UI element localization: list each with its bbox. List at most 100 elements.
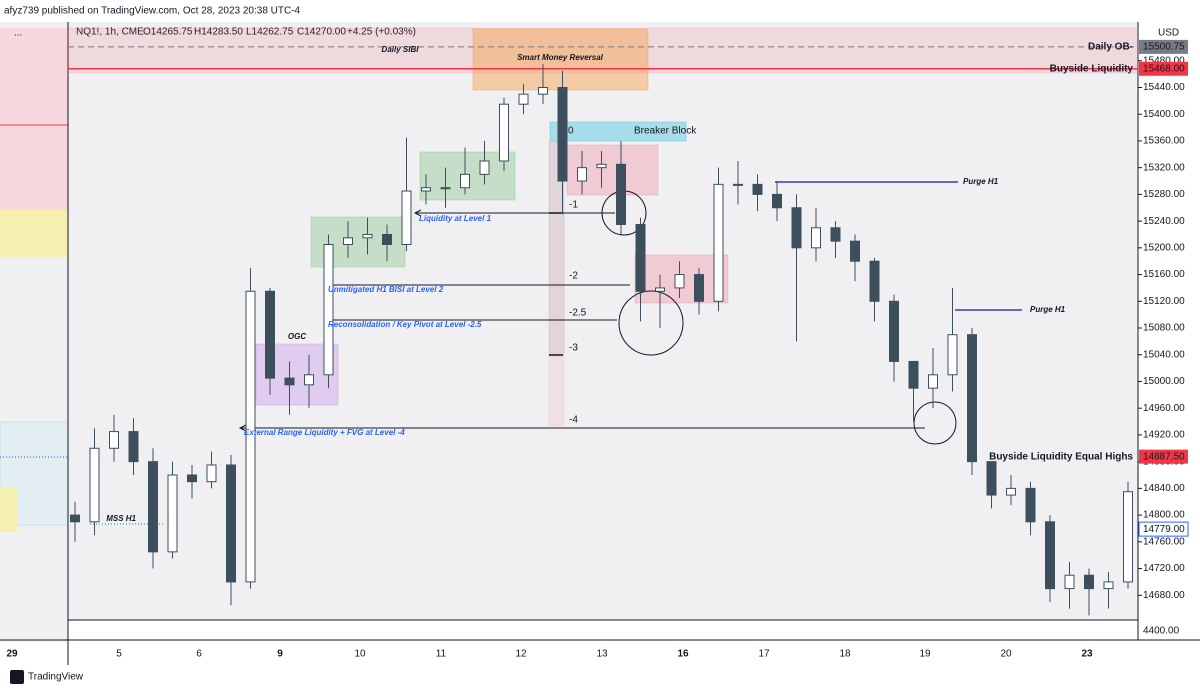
candle-body: [577, 167, 587, 182]
price-label-name: Buyside Liquidity Equal Highs: [989, 451, 1133, 462]
x-tick-label: 6: [196, 649, 202, 660]
candle-body: [518, 93, 529, 105]
annotation: Breaker Block: [634, 126, 697, 137]
candle-body: [772, 193, 782, 209]
y-tick-label: 15040.00: [1143, 349, 1185, 360]
annotation: OGC: [288, 332, 306, 341]
candle-body: [70, 514, 80, 523]
x-tick-label: 17: [758, 649, 770, 660]
y-tick-label: 15440.00: [1143, 82, 1185, 93]
candle-body: [304, 374, 314, 386]
candle-body: [109, 431, 119, 449]
price-label-name: Buyside Liquidity: [1050, 63, 1134, 74]
price-badge-label: 15500.75: [1143, 42, 1185, 53]
x-tick-label: 16: [677, 649, 689, 660]
y-tick-label: 14800.00: [1143, 510, 1185, 521]
level-label: -2: [569, 271, 578, 282]
candle-body: [733, 183, 743, 186]
price-badge: [1138, 521, 1189, 537]
candle-body: [284, 377, 295, 386]
symbol: NQ1!, 1h, CME: [76, 27, 144, 38]
price-badge-label: 15468.00: [1143, 63, 1185, 74]
candle-body: [440, 187, 451, 190]
y-tick-label: 14680.00: [1143, 590, 1185, 601]
candle-body: [1045, 521, 1055, 590]
candle-body: [499, 103, 509, 162]
zone: [549, 121, 687, 142]
candle-body: [128, 431, 139, 463]
x-tick-label: 29: [6, 649, 18, 660]
price-badge: [1139, 449, 1188, 464]
x-tick-label: 9: [277, 649, 283, 660]
footer: [0, 665, 1200, 690]
y-tick-label: 14720.00: [1143, 563, 1185, 574]
published: afyz739 published on TradingView.com, Oc…: [4, 6, 301, 17]
y-tick-label: 14840.00: [1143, 483, 1185, 494]
candle-body: [1103, 581, 1114, 590]
level-label: 0: [568, 126, 574, 137]
candle-body: [460, 173, 470, 189]
y-tick-label: 15000.00: [1143, 376, 1185, 387]
candle-body: [811, 227, 821, 249]
candle-body: [850, 240, 860, 262]
candle-body: [187, 474, 197, 483]
candle-body: [343, 237, 353, 245]
left-zone: [0, 487, 17, 532]
candle-body: [694, 274, 704, 302]
candle-body: [1123, 491, 1133, 583]
y-tick-label: 15480.00: [1143, 55, 1185, 66]
candle-body: [538, 86, 548, 95]
y-tick-label: 15400.00: [1143, 109, 1185, 120]
menu: ...: [14, 28, 22, 39]
ohlc-high: H14283.50: [194, 27, 243, 38]
left-zone: [0, 210, 68, 257]
logo: [10, 670, 24, 684]
candle-body: [1064, 574, 1075, 590]
candle-body: [557, 86, 568, 182]
y-tick-label: 14960.00: [1143, 403, 1185, 414]
level-label: -2.5: [569, 308, 587, 319]
x-tick-label: 12: [515, 649, 527, 660]
arrow-head: [238, 424, 247, 432]
candle-body: [635, 223, 646, 292]
candle-body: [791, 207, 802, 249]
candle-body: [1006, 487, 1016, 496]
y-tick-label: 15280.00: [1143, 189, 1185, 200]
y-tick-label: 14920.00: [1143, 430, 1185, 441]
candle-body: [245, 290, 256, 583]
ohlc-change: +4.25 (+0.03%): [347, 27, 416, 38]
ohlc-open: O14265.75: [143, 27, 193, 38]
arrow-head: [413, 209, 422, 217]
candle-body: [167, 474, 178, 553]
candle-body: [226, 464, 236, 583]
left-zone: [0, 421, 69, 526]
y-tick-label: 15160.00: [1143, 269, 1185, 280]
candle-body: [1025, 487, 1036, 523]
candle-body: [1084, 574, 1094, 590]
zone: [548, 140, 565, 357]
candle-body: [479, 160, 490, 175]
y-tick-label: 15080.00: [1143, 323, 1185, 334]
y-tick-label: 14760.00: [1143, 536, 1185, 547]
candle-body: [889, 300, 899, 362]
candle-body: [655, 287, 665, 292]
candle-body: [947, 334, 958, 376]
y-tick-label: 15360.00: [1143, 136, 1185, 147]
lower-pane-label: 4400.00: [1143, 626, 1180, 637]
price-badge-label: 14887.50: [1143, 451, 1185, 462]
candle-body: [265, 290, 275, 379]
candle-body: [908, 360, 919, 389]
x-tick-label: 18: [839, 649, 851, 660]
x-tick-label: 23: [1081, 649, 1093, 660]
x-tick-label: 19: [919, 649, 931, 660]
level-label: -1: [569, 200, 578, 211]
price-label-name: Daily OB-: [1088, 42, 1133, 53]
x-tick-label: 13: [596, 649, 608, 660]
candle-body: [401, 190, 412, 245]
y-tick-label: 15200.00: [1143, 242, 1185, 253]
currency: USD: [1158, 28, 1179, 39]
annotation: Liquidity at Level 1: [419, 214, 492, 223]
candle-body: [869, 260, 880, 302]
price-badge-label: 14779.00: [1143, 524, 1185, 535]
annotation: Reconsolidation / Key Pivot at Level -2.…: [328, 320, 482, 329]
